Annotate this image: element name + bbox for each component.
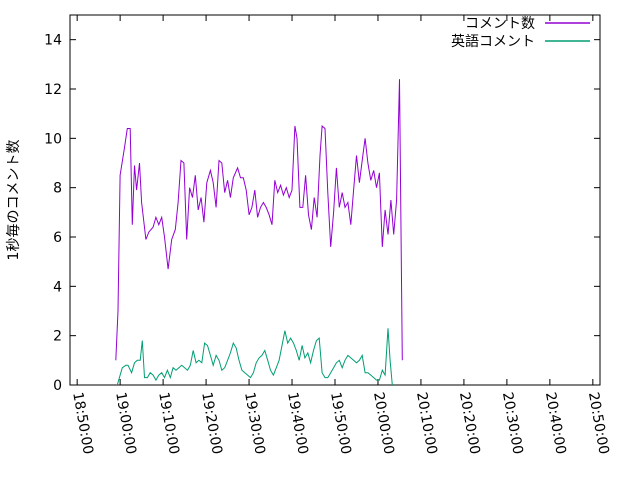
x-tick-label: 19:30:00: [241, 391, 268, 456]
x-tick-label: 20:40:00: [542, 391, 569, 456]
y-tick-label: 2: [53, 329, 62, 345]
y-tick-label: 8: [53, 181, 62, 197]
legend: コメント数 英語コメント: [451, 16, 590, 50]
y-tick-label: 12: [44, 82, 62, 98]
x-tick-label: 19:10:00: [155, 391, 182, 456]
x-tick-label: 20:50:00: [585, 391, 612, 456]
x-tick-label: 20:20:00: [456, 391, 483, 456]
legend-label-comments: コメント数: [465, 16, 535, 32]
y-tick-label: 4: [53, 279, 62, 295]
y-tick-label: 0: [53, 378, 62, 394]
x-tick-label: 20:00:00: [370, 391, 397, 456]
x-tick-label: 19:00:00: [112, 391, 139, 456]
series-layer: [115, 79, 403, 386]
plot-frame: [69, 14, 601, 386]
legend-label-english-comments: 英語コメント: [451, 33, 535, 50]
y-tick-label: 14: [44, 33, 62, 49]
y-tick-label: 10: [44, 131, 62, 147]
series-comments-line: [115, 79, 403, 361]
series-english-comments-line: [116, 328, 393, 386]
y-axis: 0 2 4 6 8 10 12 14: [44, 33, 600, 394]
x-tick-label: 20:30:00: [499, 391, 526, 456]
x-axis: 18:50:00 19:00:00 19:10:00 19:20:00 19:30:00…: [69, 15, 612, 456]
x-tick-label: 19:40:00: [284, 391, 311, 456]
y-tick-label: 6: [53, 230, 62, 246]
x-tick-label: 19:50:00: [327, 391, 354, 456]
x-tick-label: 19:20:00: [198, 391, 225, 456]
x-tick-label: 18:50:00: [69, 391, 96, 456]
y-axis-label: 1秒毎のコメント数: [6, 140, 22, 261]
x-tick-label: 20:10:00: [413, 391, 440, 456]
